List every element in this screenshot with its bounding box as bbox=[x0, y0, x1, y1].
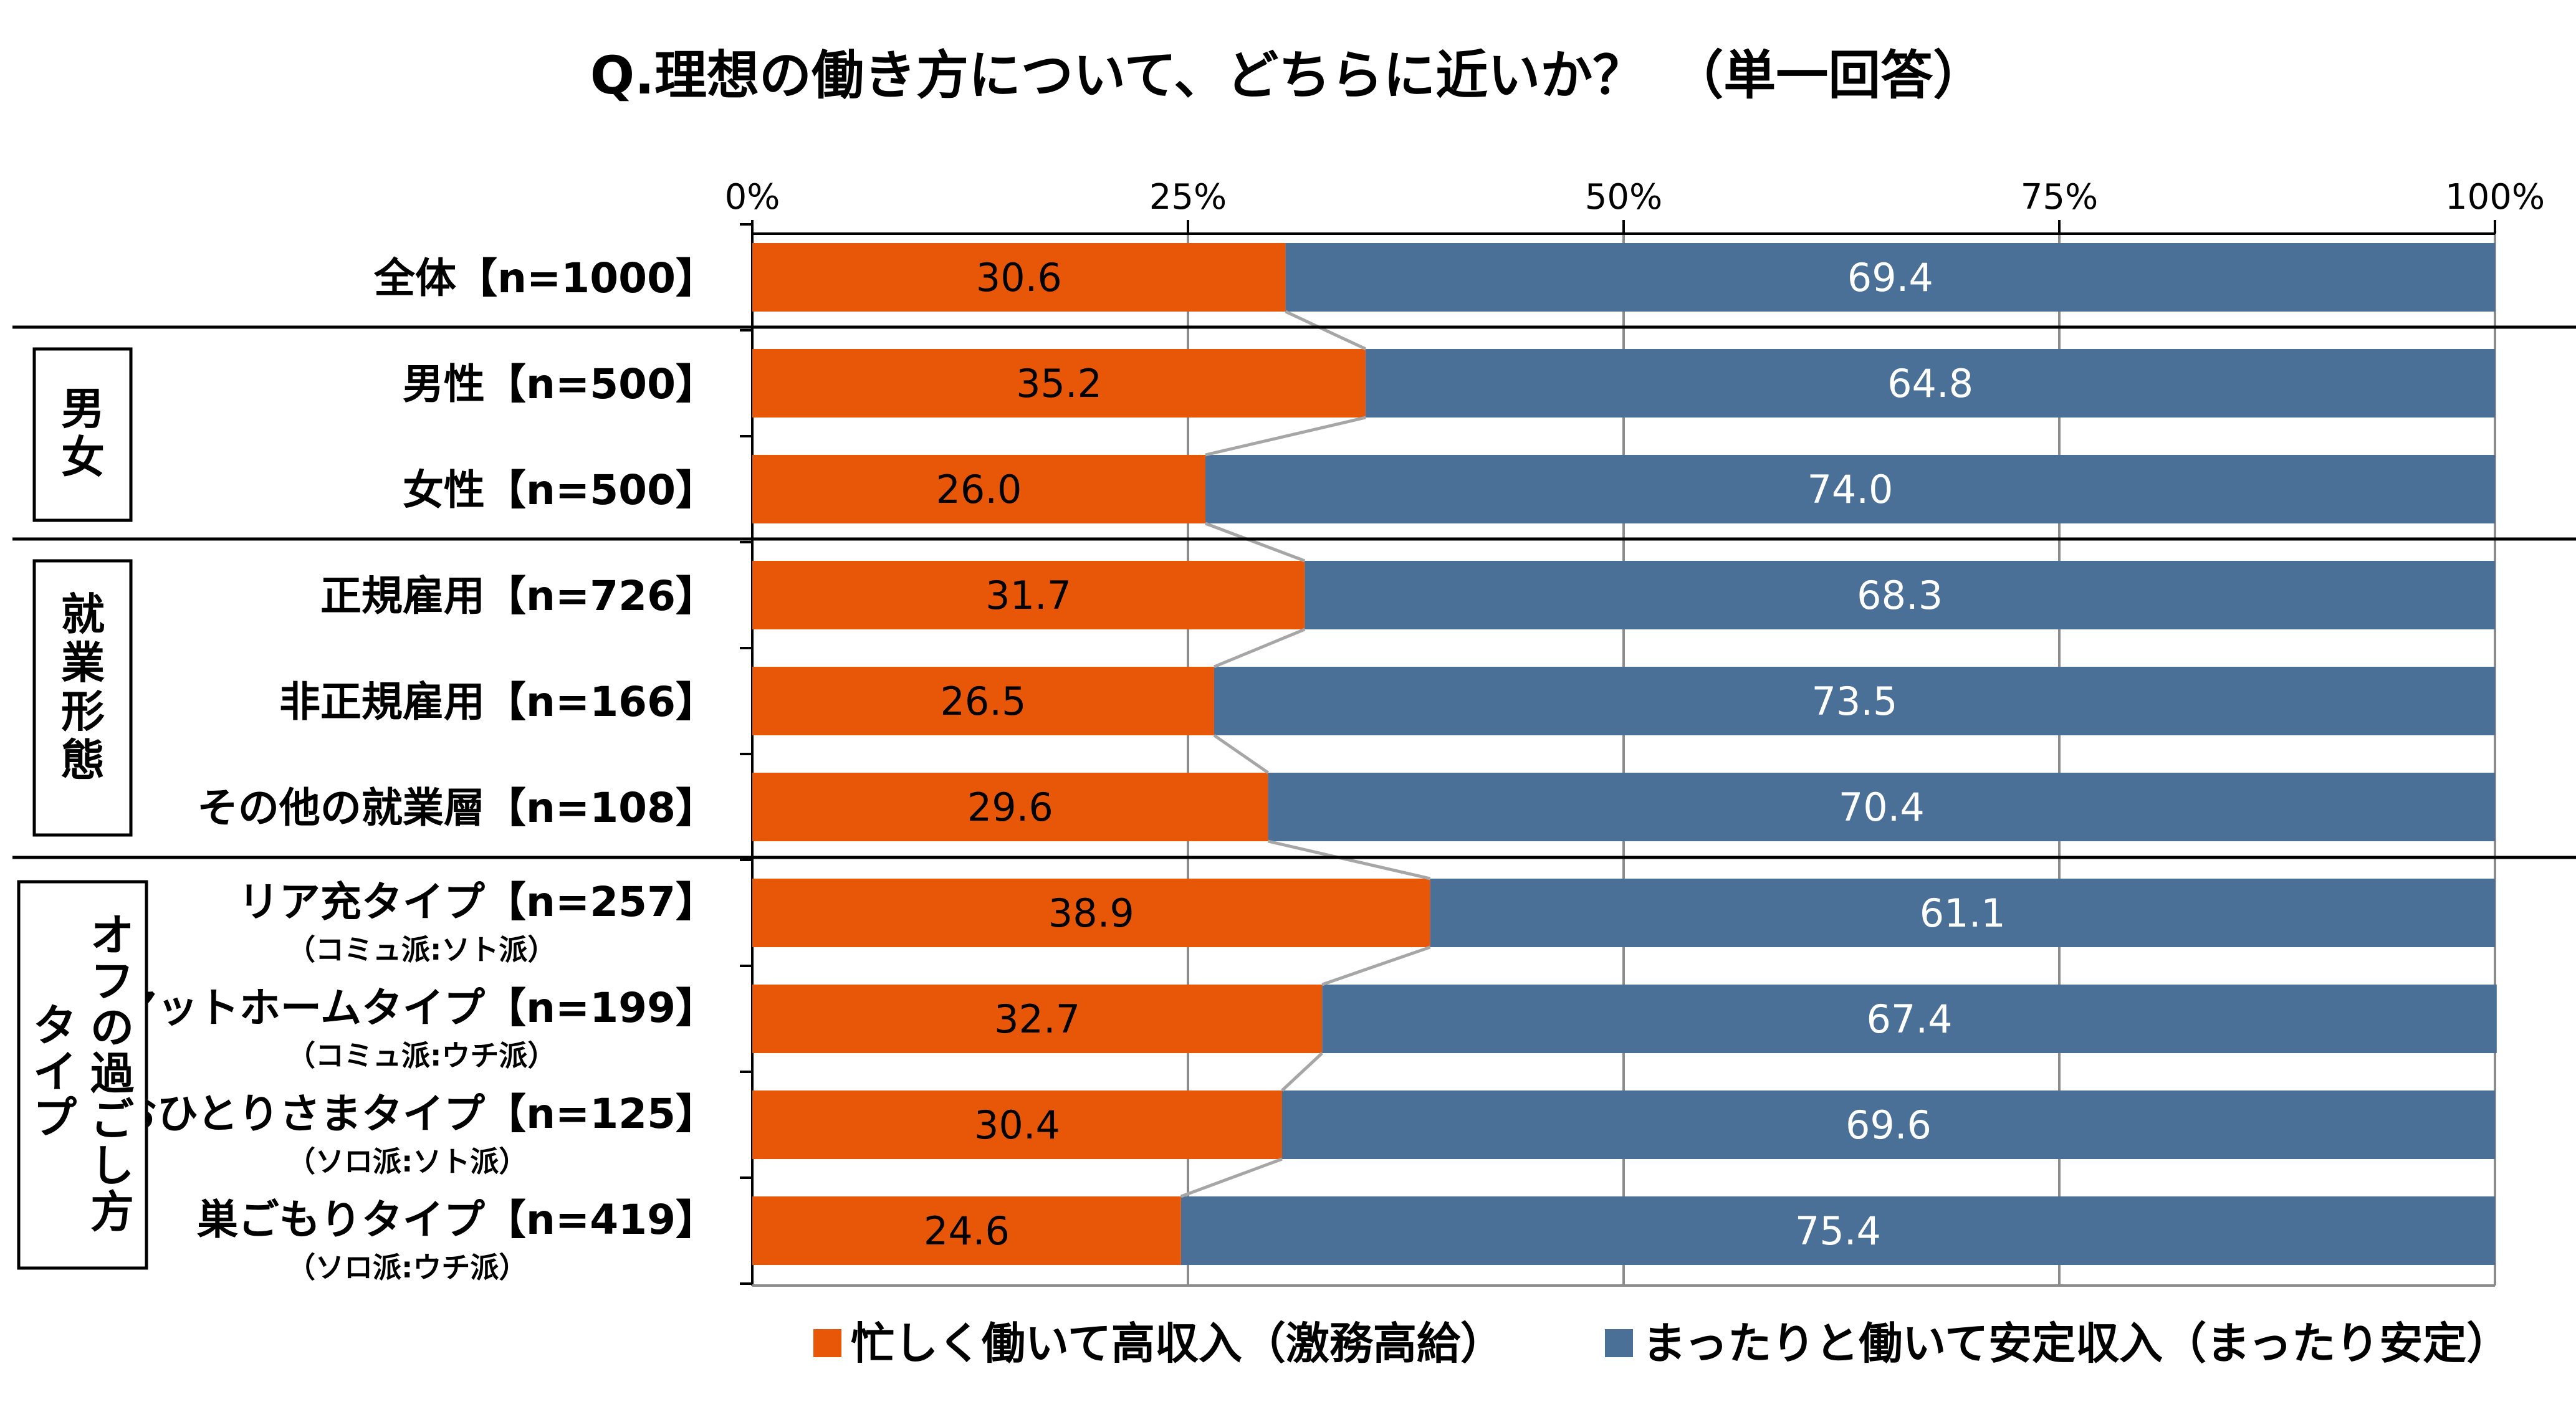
series-line bbox=[1213, 733, 1270, 775]
data-label-series-2: 70.4 bbox=[1839, 785, 1925, 830]
data-label-series-2: 69.4 bbox=[1847, 255, 1933, 300]
group-label-char: の bbox=[90, 1002, 134, 1053]
category-sublabel: （コミュ派:ウチ派） bbox=[287, 1039, 556, 1072]
category-label: アットホームタイプ【n=199】 bbox=[116, 984, 717, 1032]
group-label-char: フ bbox=[90, 956, 134, 1007]
category-label: 正規雇用【n=726】 bbox=[320, 572, 717, 620]
legend-label: 忙しく働いて高収入（激務高給） bbox=[851, 1318, 1504, 1369]
bar-series-2 bbox=[1430, 879, 2495, 947]
series-lines bbox=[1180, 310, 1431, 1198]
group-label-char: オ bbox=[90, 910, 134, 961]
group-box bbox=[32, 347, 133, 522]
group-label-char: 形 bbox=[61, 686, 105, 737]
series-line bbox=[1180, 1157, 1283, 1198]
data-label-series-2: 73.5 bbox=[1811, 679, 1897, 724]
bar-series-1 bbox=[752, 561, 1305, 629]
data-label-series-1: 31.7 bbox=[985, 573, 1071, 618]
bar-series-2 bbox=[1214, 667, 2495, 735]
category-labels: 全体【n=1000】男性【n=500】女性【n=500】正規雇用【n=726】非… bbox=[116, 254, 717, 1284]
group-label-char: ご bbox=[90, 1094, 134, 1145]
data-label-series-2: 74.0 bbox=[1807, 467, 1893, 512]
category-label: リア充タイプ【n=257】 bbox=[238, 878, 717, 926]
bar-series-2 bbox=[1281, 1090, 2495, 1159]
group-label-char: 業 bbox=[61, 637, 105, 689]
group-label-char: プ bbox=[33, 1092, 77, 1143]
category-label: 巣ごもりタイプ【n=419】 bbox=[197, 1196, 717, 1244]
data-label-series-1: 26.0 bbox=[936, 467, 1022, 512]
group-label-char: し bbox=[90, 1140, 134, 1191]
bar-series-2 bbox=[1285, 243, 2495, 312]
bar-series-1 bbox=[752, 1090, 1282, 1159]
category-label: 全体【n=1000】 bbox=[373, 254, 717, 302]
data-label-series-1: 24.6 bbox=[924, 1208, 1010, 1254]
bar-series-2 bbox=[1205, 455, 2495, 523]
series-line bbox=[1285, 310, 1367, 351]
series-line bbox=[1281, 1052, 1323, 1092]
category-label: 男性【n=500】 bbox=[403, 360, 717, 408]
data-label-series-1: 32.7 bbox=[994, 996, 1080, 1042]
x-tick-label: 50% bbox=[1585, 177, 1662, 217]
series-line bbox=[1268, 839, 1431, 880]
bar-series-1 bbox=[752, 667, 1214, 735]
data-label-series-1: 29.6 bbox=[967, 785, 1053, 830]
series-line bbox=[1321, 945, 1431, 986]
group-label-char: 就 bbox=[61, 589, 105, 640]
data-label-series-1: 26.5 bbox=[940, 679, 1026, 724]
bar-series-1 bbox=[752, 243, 1286, 312]
data-label-series-1: 30.6 bbox=[976, 255, 1062, 300]
group-label-char: イ bbox=[33, 1046, 77, 1097]
category-label: おひとりさまタイプ【n=125】 bbox=[116, 1090, 717, 1138]
group-label-char: 男 bbox=[61, 383, 105, 434]
bar-series-2 bbox=[1322, 985, 2497, 1053]
bar-series-1 bbox=[752, 455, 1205, 523]
group-box bbox=[17, 880, 148, 1270]
category-sublabel: （コミュ派:ソト派） bbox=[287, 933, 556, 966]
legend-label: まったりと働いて安定収入（まったり安定） bbox=[1642, 1318, 2510, 1369]
group-label-char: 方 bbox=[90, 1186, 134, 1238]
series-line bbox=[1205, 416, 1366, 457]
data-label-series-1: 35.2 bbox=[1016, 361, 1102, 406]
bar-series-1 bbox=[752, 879, 1430, 947]
bar-series-2 bbox=[1366, 349, 2495, 418]
data-label-series-1: 38.9 bbox=[1048, 890, 1134, 936]
chart-title: Q.理想の働き方について、どちらに近いか？ （単一回答） bbox=[590, 45, 1986, 106]
group-box bbox=[32, 559, 133, 837]
legend: 忙しく働いて高収入（激務高給） まったりと働いて安定収入（まったり安定） bbox=[813, 1318, 2510, 1369]
legend-swatch bbox=[813, 1329, 841, 1357]
group-label-char: 過 bbox=[90, 1048, 135, 1099]
category-label: 非正規雇用【n=166】 bbox=[279, 678, 717, 726]
bar-series-2 bbox=[1268, 773, 2495, 841]
bars: 30.6 69.4 35.2 64.8 26.0 74.0 31.7 68.3 26.5 73.5… bbox=[752, 243, 2497, 1265]
data-label-series-2: 61.1 bbox=[1920, 890, 2006, 936]
category-sublabel: （ソロ派:ウチ派） bbox=[287, 1251, 527, 1284]
category-label: 女性【n=500】 bbox=[403, 466, 717, 514]
data-label-series-2: 67.4 bbox=[1867, 996, 1953, 1042]
data-label-series-2: 68.3 bbox=[1857, 573, 1943, 618]
x-tick-label: 0% bbox=[725, 177, 780, 217]
data-label-series-2: 64.8 bbox=[1887, 361, 1973, 406]
x-tick-label: 100% bbox=[2445, 177, 2545, 217]
group-label-char: 態 bbox=[61, 735, 105, 786]
series-line bbox=[1213, 627, 1306, 669]
x-axis-ticks: 0% 25% 50% 75% 100% bbox=[725, 177, 2545, 217]
x-tick-label: 75% bbox=[2021, 177, 2098, 217]
bar-series-2 bbox=[1180, 1196, 2496, 1265]
category-sublabel: （ソロ派:ソト派） bbox=[287, 1145, 527, 1178]
x-tick-label: 25% bbox=[1149, 177, 1227, 217]
bar-series-1 bbox=[752, 1196, 1181, 1265]
bar-series-2 bbox=[1305, 561, 2495, 629]
bar-series-1 bbox=[752, 985, 1323, 1053]
legend-swatch bbox=[1605, 1329, 1633, 1357]
data-label-series-2: 69.6 bbox=[1846, 1102, 1932, 1148]
group-label-char: 女 bbox=[61, 432, 105, 483]
data-label-series-2: 75.4 bbox=[1795, 1208, 1881, 1254]
series-line bbox=[1205, 522, 1306, 563]
bar-series-1 bbox=[752, 349, 1366, 418]
bar-series-1 bbox=[752, 773, 1268, 841]
category-label: その他の就業層【n=108】 bbox=[197, 784, 717, 832]
group-label-char: タ bbox=[33, 1000, 77, 1051]
data-label-series-1: 30.4 bbox=[974, 1102, 1060, 1148]
